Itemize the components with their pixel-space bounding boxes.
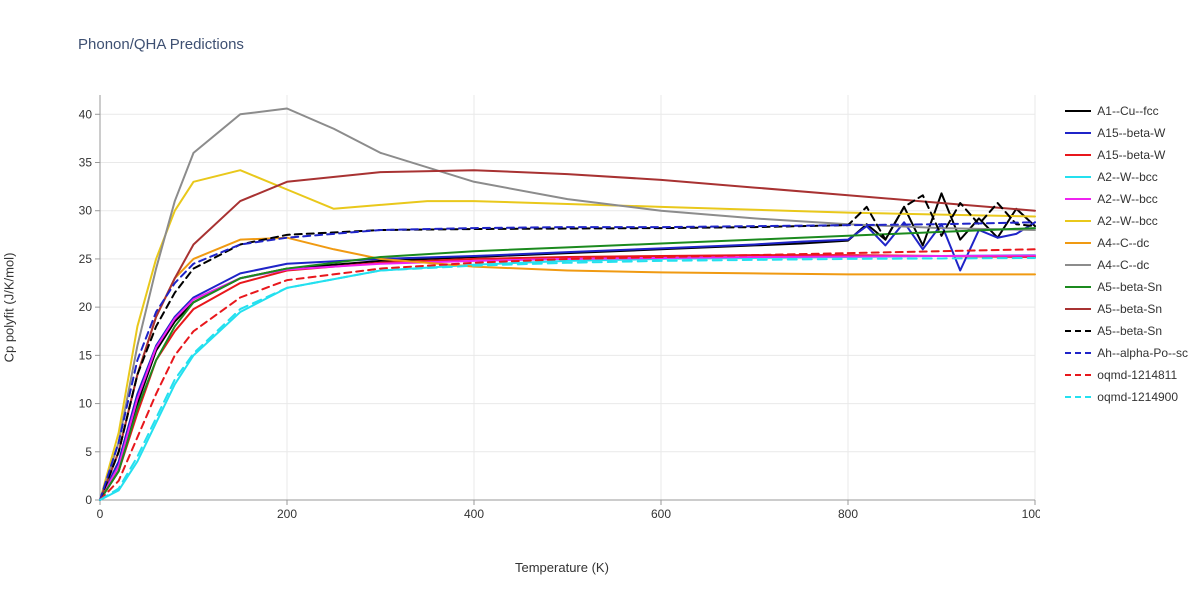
legend-swatch [1065, 264, 1091, 266]
y-axis-label: Cp polyfit (J/K/mol) [2, 253, 17, 363]
y-tick-label: 0 [85, 493, 92, 507]
series-line[interactable] [100, 238, 1035, 500]
series-line[interactable] [100, 170, 1035, 500]
y-tick-label: 20 [79, 300, 93, 314]
series-line[interactable] [100, 255, 1035, 500]
legend-item[interactable]: A5--beta-Sn [1065, 320, 1188, 342]
legend-item[interactable]: A2--W--bcc [1065, 188, 1188, 210]
legend-label: A5--beta-Sn [1097, 280, 1162, 294]
legend-swatch [1065, 396, 1091, 398]
series-line[interactable] [100, 170, 1035, 500]
legend-swatch [1065, 242, 1091, 244]
legend-swatch [1065, 374, 1091, 376]
y-tick-label: 30 [79, 204, 93, 218]
legend-label: A2--W--bcc [1097, 214, 1157, 228]
series-line[interactable] [100, 195, 1035, 500]
legend-swatch [1065, 330, 1091, 332]
legend-label: A4--C--dc [1097, 258, 1149, 272]
legend-label: A2--W--bcc [1097, 192, 1157, 206]
legend-item[interactable]: A15--beta-W [1065, 122, 1188, 144]
y-tick-label: 35 [79, 156, 93, 170]
y-tick-label: 40 [79, 107, 93, 121]
legend-item[interactable]: A4--C--dc [1065, 254, 1188, 276]
legend-swatch [1065, 286, 1091, 288]
legend-item[interactable]: A5--beta-Sn [1065, 276, 1188, 298]
legend-item[interactable]: Ah--alpha-Po--sc [1065, 342, 1188, 364]
legend-item[interactable]: A5--beta-Sn [1065, 298, 1188, 320]
legend-label: A15--beta-W [1097, 148, 1165, 162]
legend-label: A1--Cu--fcc [1097, 104, 1158, 118]
series-line[interactable] [100, 256, 1035, 500]
legend-item[interactable]: oqmd-1214811 [1065, 364, 1188, 386]
y-tick-label: 10 [79, 397, 93, 411]
legend-label: oqmd-1214811 [1097, 368, 1177, 382]
legend-item[interactable]: A1--Cu--fcc [1065, 100, 1188, 122]
legend-label: A4--C--dc [1097, 236, 1149, 250]
x-tick-label: 400 [464, 507, 484, 521]
legend-item[interactable]: A2--W--bcc [1065, 210, 1188, 232]
legend: A1--Cu--fcc A15--beta-W A15--beta-W A2--W--… [1065, 100, 1188, 408]
y-tick-label: 15 [79, 348, 93, 362]
legend-swatch [1065, 198, 1091, 200]
x-tick-label: 1000 [1022, 507, 1040, 521]
legend-item[interactable]: oqmd-1214900 [1065, 386, 1188, 408]
plot-area: 0 200 400 600 800 1000 0 5 10 15 20 25 30 35 40 [60, 90, 1040, 530]
series-line[interactable] [100, 258, 1035, 500]
legend-label: oqmd-1214900 [1097, 390, 1178, 404]
legend-label: Ah--alpha-Po--sc [1097, 346, 1188, 360]
legend-swatch [1065, 308, 1091, 310]
legend-item[interactable]: A4--C--dc [1065, 232, 1188, 254]
series-line[interactable] [100, 249, 1035, 500]
legend-label: A15--beta-W [1097, 126, 1165, 140]
legend-item[interactable]: A2--W--bcc [1065, 166, 1188, 188]
legend-swatch [1065, 110, 1091, 112]
legend-swatch [1065, 220, 1091, 222]
x-tick-label: 0 [97, 507, 104, 521]
legend-label: A5--beta-Sn [1097, 302, 1162, 316]
legend-swatch [1065, 176, 1091, 178]
legend-swatch [1065, 352, 1091, 354]
series-line[interactable] [100, 109, 1035, 501]
series-line[interactable] [100, 228, 1035, 500]
x-tick-label: 600 [651, 507, 671, 521]
x-axis-label: Temperature (K) [515, 560, 609, 575]
series-line[interactable] [100, 222, 1035, 500]
series-line[interactable] [100, 255, 1035, 500]
legend-swatch [1065, 154, 1091, 156]
chart-container: { "chart": { "type": "line", "title": "P… [0, 0, 1200, 600]
y-tick-label: 5 [85, 445, 92, 459]
y-tick-label: 25 [79, 252, 93, 266]
legend-swatch [1065, 132, 1091, 134]
x-tick-label: 200 [277, 507, 297, 521]
legend-label: A5--beta-Sn [1097, 324, 1162, 338]
legend-label: A2--W--bcc [1097, 170, 1157, 184]
series-line[interactable] [100, 222, 1035, 500]
x-tick-label: 800 [838, 507, 858, 521]
chart-title: Phonon/QHA Predictions [78, 36, 244, 53]
legend-item[interactable]: A15--beta-W [1065, 144, 1188, 166]
